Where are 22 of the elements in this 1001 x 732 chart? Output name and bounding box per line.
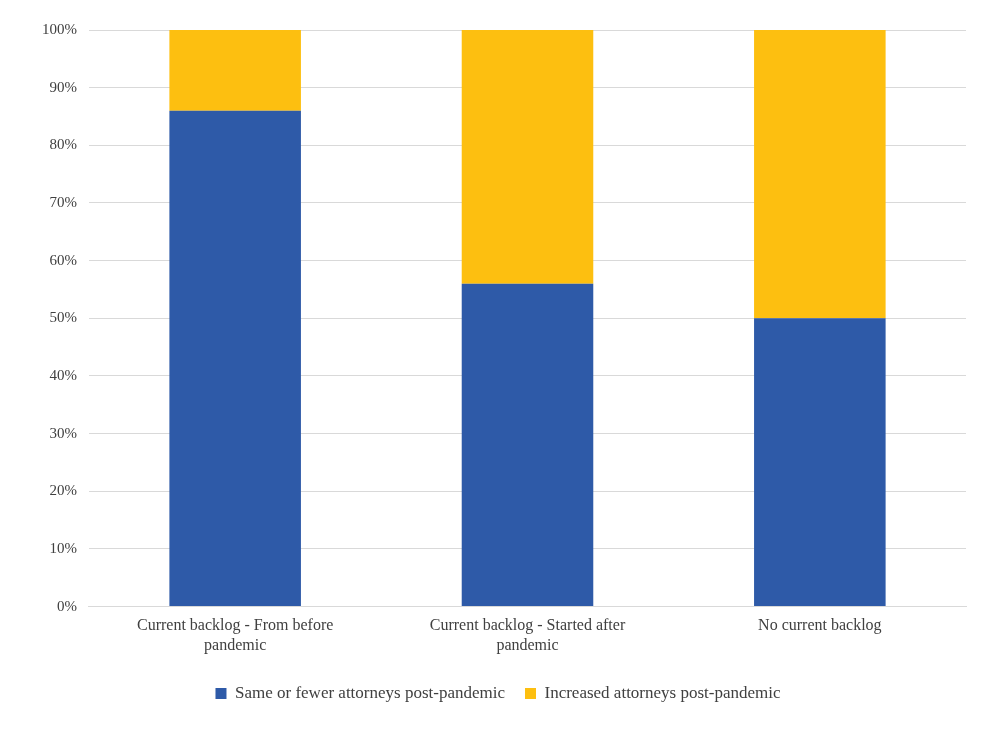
bar [169, 30, 301, 111]
x-tick-label: No current backlog [758, 616, 882, 635]
y-tick-label: 80% [49, 136, 77, 153]
bar [754, 318, 886, 607]
y-tick-label: 90% [49, 78, 77, 95]
y-tick-label: 20% [49, 482, 77, 499]
bar [461, 283, 594, 607]
y-tick-label: 60% [49, 251, 77, 268]
bar [754, 30, 886, 319]
legend-label: Same or fewer attorneys post-pandemic [234, 682, 506, 702]
y-tick-label: 70% [49, 193, 77, 210]
y-tick-label: 0% [57, 597, 77, 614]
x-tick-label: Current backlog - From before pandemic [136, 616, 334, 654]
bar [461, 30, 594, 284]
y-tick-label: 10% [49, 539, 77, 556]
y-tick-label: 40% [49, 366, 77, 383]
legend-label: Increased attorneys post-pandemic [544, 682, 781, 702]
x-tick-label: Current backlog - Started after pandemic [429, 616, 626, 654]
y-tick-label: 30% [49, 424, 77, 441]
bar [169, 110, 301, 607]
y-tick-label: 50% [49, 309, 77, 326]
y-tick-label: 100% [42, 20, 77, 37]
